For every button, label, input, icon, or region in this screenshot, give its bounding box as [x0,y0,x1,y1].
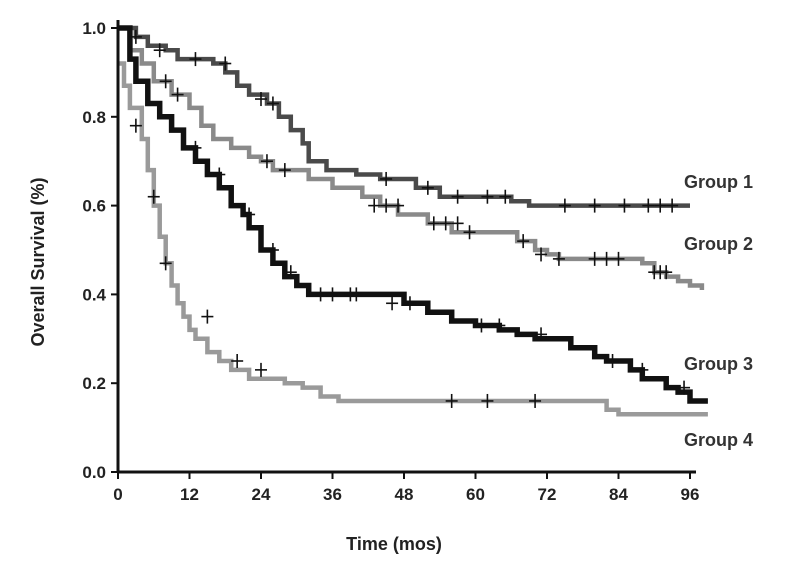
group-1-censor-mark [588,198,601,213]
group-2-censor-mark [392,198,405,213]
group-3-censor-mark [403,296,416,311]
y-tick-label: 1.0 [82,19,106,38]
group-3-censor-mark [475,318,488,333]
group-3-censor-mark [678,380,691,395]
group-3-censor-mark [386,296,399,311]
group-1-censor-mark [618,198,631,213]
x-tick-label: 0 [113,485,122,504]
group-3-censor-mark [535,327,548,342]
group-2-censor-mark [612,251,625,266]
group-4-censor-mark [159,256,172,271]
group-1-censor-mark [499,189,512,204]
group-3-censor-mark [350,287,363,302]
group-4-censor-mark [231,354,244,368]
group-3-censor-mark [606,354,619,368]
x-axis-label: Time (mos) [346,534,442,554]
group-3-censor-mark [314,287,327,302]
axes-layer [116,20,696,474]
group-3-censor-mark [266,243,279,257]
group-3-censor-mark [493,318,506,333]
group-3-label: Group 3 [684,354,753,374]
group-4-censor-mark [129,118,142,133]
group-4-label: Group 4 [684,430,753,450]
group-2-censor-mark [439,216,452,231]
series-layer [118,25,708,417]
group-2-censor-mark [535,247,548,262]
group-2-censor-mark [171,87,184,102]
group-1-censor-mark [153,43,166,58]
x-tick-label: 84 [609,485,628,504]
group-2-survival-curve [118,25,705,290]
group-1-censor-mark [666,198,679,213]
group-1-censor-mark [219,56,232,71]
x-tick-label: 24 [252,485,271,504]
group-2-label: Group 2 [684,234,753,254]
x-tick-label: 72 [538,485,557,504]
group-2-censor-mark [159,74,172,89]
group-2-censor-mark [517,234,530,249]
group-3-censor-mark [189,140,202,155]
group-1-censor-mark [642,198,655,213]
ticks-layer: 0 12 24 36 48 60 72 84 96 0.0 0.2 0.4 0.6 0.8 1.0 [82,19,699,504]
group-1-censor-mark [255,92,267,107]
group-1-label: Group 1 [684,172,753,192]
group-3-censor-mark [636,362,649,377]
series-labels-layer: Group 1 Group 2 Group 3 Group 4 [684,172,753,450]
group-2-censor-mark [588,251,601,266]
group-1-censor-mark [266,96,279,111]
group-2-censor-mark [660,265,673,280]
y-tick-label: 0.4 [82,285,106,304]
y-tick-label: 0.6 [82,197,106,216]
group-4-survival-curve [118,61,708,417]
group-2-censor-mark [427,216,440,231]
group-4-censor-mark [529,393,542,408]
group-3-censor-mark [213,167,226,182]
group-2-censor-mark [278,163,291,178]
group-2-censor-mark [380,198,393,213]
x-tick-label: 96 [681,485,700,504]
y-axis-label: Overall Survival (%) [28,177,48,346]
x-tick-label: 36 [323,485,342,504]
group-3-censor-mark [326,287,339,302]
group-1-censor-mark [421,180,434,195]
group-3-censor-mark [243,207,256,222]
y-tick-label: 0.0 [82,463,106,482]
y-tick-label: 0.8 [82,108,106,127]
x-tick-label: 12 [180,485,199,504]
group-1-censor-mark [481,189,494,204]
group-1-censor-mark [558,198,571,213]
group-1-censor-mark [380,171,393,186]
group-4-censor-mark [255,362,267,377]
group-2-censor-mark [368,198,381,213]
group-1-censor-mark [189,52,202,67]
group-2-censor-mark [552,251,565,266]
group-2-censor-mark [260,154,273,169]
x-tick-label: 48 [395,485,414,504]
y-tick-label: 0.2 [82,374,106,393]
group-4-censor-mark [147,189,160,204]
group-4-censor-mark [445,393,458,408]
group-4-censor-mark [201,309,214,324]
group-1-survival-curve [118,25,690,208]
group-3-censor-mark [284,265,297,280]
x-tick-label: 60 [466,485,485,504]
group-1-censor-mark [451,189,464,204]
group-2-censor-mark [600,251,613,266]
group-4-censor-mark [481,393,494,408]
group-2-censor-mark [463,225,476,240]
group-2-censor-mark [451,216,464,231]
group-1-censor-mark [654,198,667,213]
